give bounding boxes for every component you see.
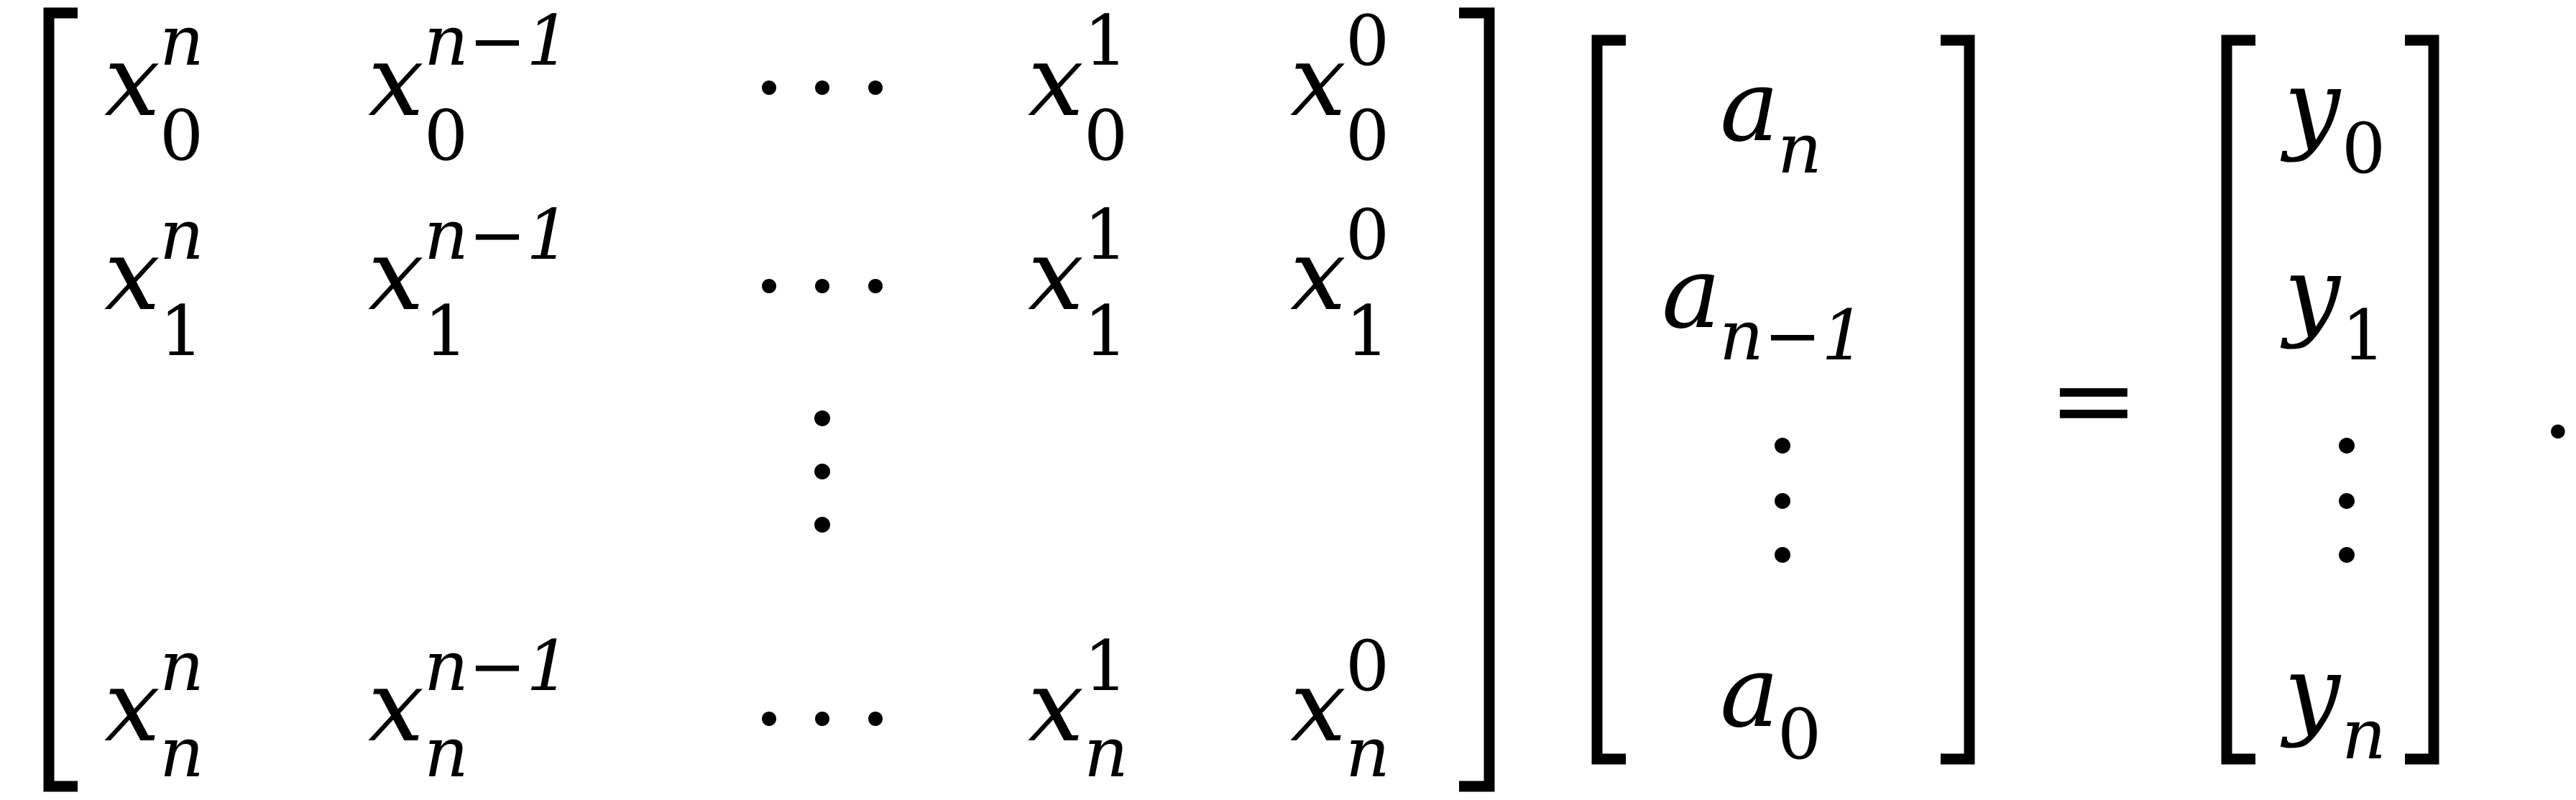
coefficient-left-bracket bbox=[1591, 35, 1626, 765]
matrix-entry: x n−1 1 bbox=[368, 195, 570, 372]
matrix-entry: x 0 n bbox=[1290, 626, 1390, 793]
svg-text:x: x bbox=[368, 648, 424, 764]
svg-text:0: 0 bbox=[1346, 626, 1389, 707]
vertical-ellipsis bbox=[814, 410, 830, 533]
horizontal-ellipsis bbox=[762, 279, 883, 293]
svg-text:1: 1 bbox=[1084, 626, 1128, 707]
svg-text:1: 1 bbox=[1084, 1, 1128, 81]
svg-text:x: x bbox=[1028, 648, 1084, 764]
svg-text:0: 0 bbox=[1346, 195, 1389, 275]
svg-text:n: n bbox=[160, 712, 204, 793]
coefficient-entry: a n bbox=[1720, 48, 1822, 189]
horizontal-ellipsis bbox=[762, 712, 883, 726]
svg-text:x: x bbox=[1028, 23, 1084, 139]
matrix-row: x n 0 x n−1 0 x 1 0 x 0 0 bbox=[104, 1, 1389, 176]
horizontal-ellipsis bbox=[762, 81, 883, 95]
svg-text:0: 0 bbox=[424, 96, 468, 176]
matrix-entry: x n n bbox=[104, 626, 204, 793]
svg-text:1: 1 bbox=[1084, 291, 1128, 372]
values-left-bracket bbox=[2221, 35, 2255, 765]
svg-text:x: x bbox=[368, 217, 424, 333]
svg-text:x: x bbox=[104, 23, 160, 139]
matrix-row: x n n x n−1 n x 1 n x 0 n bbox=[104, 626, 1390, 793]
svg-text:n: n bbox=[2342, 694, 2386, 775]
svg-text:n: n bbox=[160, 195, 204, 275]
value-entry: y 1 bbox=[2280, 235, 2386, 376]
svg-text:1: 1 bbox=[2342, 295, 2386, 376]
vertical-ellipsis bbox=[2339, 438, 2355, 563]
svg-text:x: x bbox=[368, 23, 424, 139]
svg-text:0: 0 bbox=[1346, 1, 1389, 81]
value-entry: y n bbox=[2280, 634, 2386, 775]
matrix-entry: x n 0 bbox=[104, 1, 204, 176]
vertical-ellipsis bbox=[1775, 438, 1790, 563]
matrix-entry: x 1 1 bbox=[1028, 195, 1128, 372]
svg-text:1: 1 bbox=[424, 291, 468, 372]
svg-text:0: 0 bbox=[1346, 96, 1389, 176]
svg-text:n: n bbox=[1084, 712, 1128, 793]
svg-text:n: n bbox=[1777, 109, 1822, 189]
equals-sign: = bbox=[2048, 338, 2139, 463]
svg-text:n: n bbox=[160, 626, 204, 707]
svg-text:0: 0 bbox=[2342, 109, 2386, 189]
svg-text:y: y bbox=[2280, 48, 2342, 164]
values-right-bracket bbox=[2405, 35, 2439, 765]
svg-text:n−1: n−1 bbox=[1719, 295, 1865, 376]
matrix-entry: x 1 n bbox=[1028, 626, 1128, 793]
svg-text:n−1: n−1 bbox=[424, 195, 570, 275]
matrix-entry: x 1 0 bbox=[1028, 1, 1128, 176]
svg-text:x: x bbox=[1290, 23, 1346, 139]
svg-text:a: a bbox=[1662, 235, 1721, 351]
coefficient-right-bracket bbox=[1941, 35, 1975, 765]
svg-text:x: x bbox=[104, 217, 160, 333]
matrix-entry: x 0 0 bbox=[1290, 1, 1389, 176]
svg-text:n: n bbox=[424, 712, 469, 793]
values-vector: y 0 y 1 y n bbox=[2221, 35, 2439, 775]
matrix-entry: x n−1 0 bbox=[368, 1, 570, 176]
terminating-period: . bbox=[2541, 338, 2575, 463]
svg-text:x: x bbox=[1028, 217, 1084, 333]
svg-text:0: 0 bbox=[1777, 694, 1821, 775]
svg-text:n: n bbox=[1346, 712, 1390, 793]
svg-text:n−1: n−1 bbox=[424, 626, 570, 707]
svg-text:1: 1 bbox=[1346, 291, 1389, 372]
matrix-entry: x n 1 bbox=[104, 195, 204, 372]
matrix-row: x n 1 x n−1 1 x 1 1 x 0 1 bbox=[104, 195, 1389, 372]
svg-text:y: y bbox=[2280, 235, 2342, 351]
svg-text:x: x bbox=[1290, 217, 1346, 333]
matrix-right-bracket bbox=[1459, 7, 1495, 792]
svg-text:0: 0 bbox=[1084, 96, 1128, 176]
svg-text:a: a bbox=[1720, 48, 1779, 164]
svg-text:n−1: n−1 bbox=[424, 1, 570, 81]
value-entry: y 0 bbox=[2280, 48, 2386, 189]
matrix-left-bracket bbox=[43, 7, 78, 792]
coefficient-entry: a 0 bbox=[1720, 634, 1821, 775]
svg-text:x: x bbox=[104, 648, 160, 764]
svg-text:n: n bbox=[160, 1, 204, 81]
svg-text:1: 1 bbox=[160, 291, 203, 372]
svg-text:x: x bbox=[1290, 648, 1346, 764]
svg-text:1: 1 bbox=[1084, 195, 1128, 275]
svg-text:a: a bbox=[1720, 634, 1779, 750]
svg-text:0: 0 bbox=[160, 96, 203, 176]
matrix-entry: x 0 1 bbox=[1290, 195, 1389, 372]
svg-text:y: y bbox=[2280, 634, 2342, 750]
matrix-entry: x n−1 n bbox=[368, 626, 570, 793]
vandermonde-matrix: x n 0 x n−1 0 x 1 0 x 0 0 bbox=[43, 1, 1495, 793]
coefficient-entry: a n−1 bbox=[1662, 235, 1865, 376]
coefficient-vector: a n a n−1 a 0 bbox=[1591, 35, 1975, 775]
